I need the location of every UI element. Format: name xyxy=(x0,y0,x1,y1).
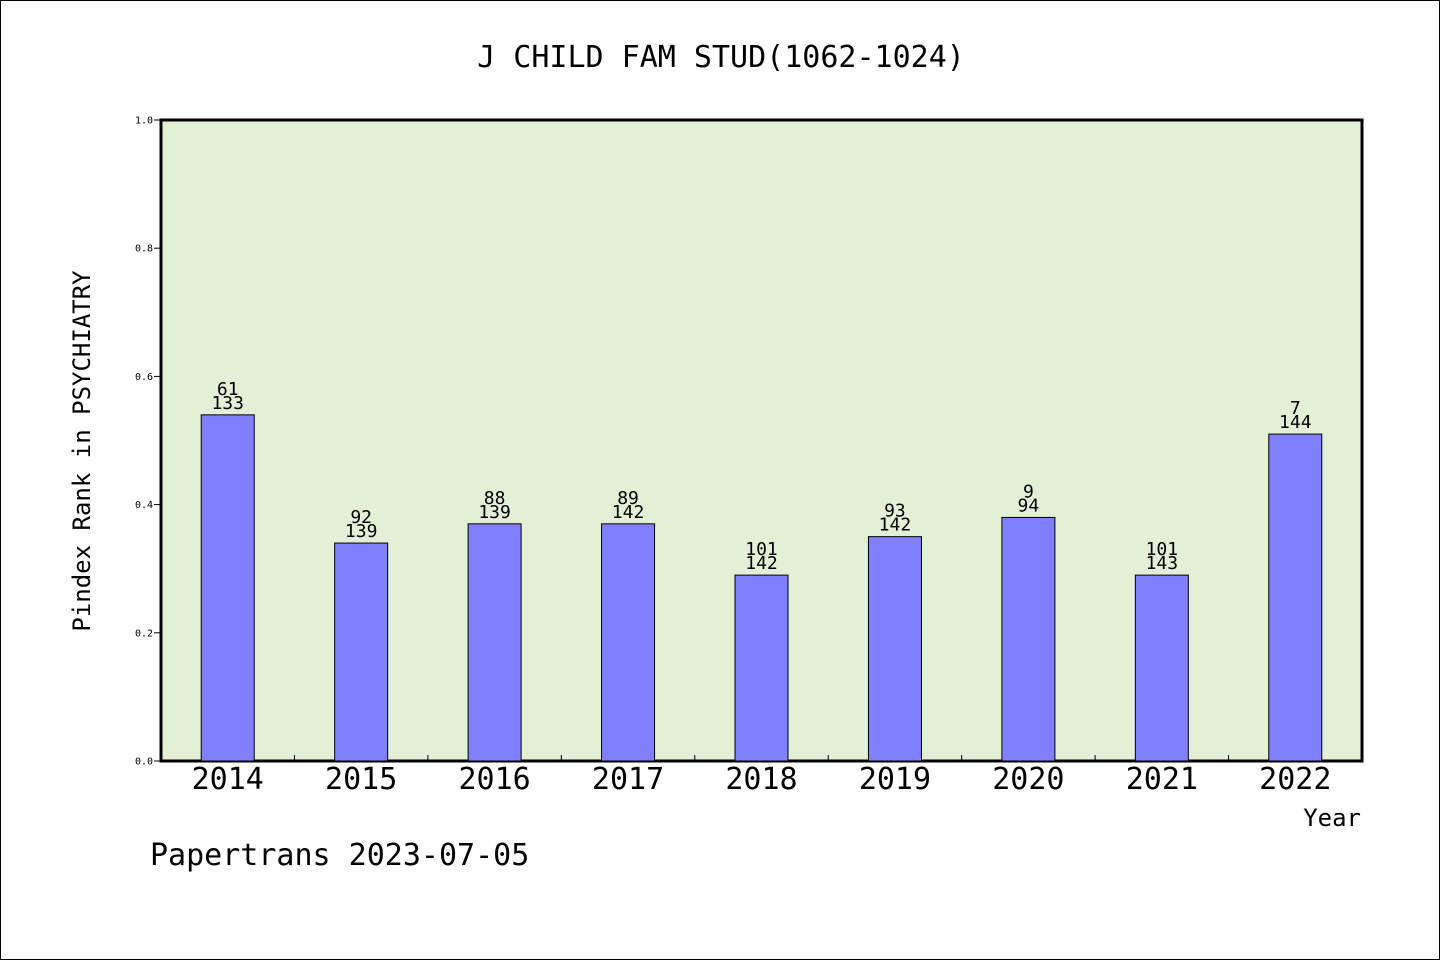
bar-label-top: 101 xyxy=(1146,539,1179,560)
x-tick-label: 2016 xyxy=(458,762,530,797)
bar-label-bottom: 142 xyxy=(879,515,912,536)
bar-label-bottom: 133 xyxy=(211,393,244,414)
bar-2019 xyxy=(867,536,922,762)
bar-labels: 6113392139881398914210114293142994101143… xyxy=(211,379,1311,574)
y-axis-label: Pindex Rank in PSYCHIATRY xyxy=(68,270,96,632)
bar-2015 xyxy=(334,542,389,762)
x-tick-label: 2019 xyxy=(859,762,931,797)
footer-text: Papertrans 2023-07-05 xyxy=(150,838,529,873)
bar-label-top: 61 xyxy=(217,379,239,400)
y-tick-label: 0.2 xyxy=(135,628,153,639)
x-tick-label: 2015 xyxy=(325,762,397,797)
y-tick-label: 0.0 xyxy=(135,757,153,768)
y-tick-label: 1.0 xyxy=(135,116,153,127)
bar-label-top: 7 xyxy=(1290,398,1301,419)
bar-label-top: 101 xyxy=(745,539,778,560)
x-tick-label: 2020 xyxy=(992,762,1064,797)
x-tick-label: 2022 xyxy=(1259,762,1331,797)
bar-label-bottom: 142 xyxy=(745,553,778,574)
bar-label-bottom: 144 xyxy=(1279,412,1312,433)
bar-label-bottom: 142 xyxy=(612,502,645,523)
bar-label-top: 88 xyxy=(484,488,506,509)
bar-label-bottom: 143 xyxy=(1146,553,1179,574)
y-tick-label: 0.6 xyxy=(135,372,153,383)
bar-2017 xyxy=(601,523,656,762)
x-tick-label: 2018 xyxy=(725,762,797,797)
bar-label-top: 9 xyxy=(1023,481,1034,502)
bar-label-bottom: 94 xyxy=(1018,495,1040,516)
bar-2020 xyxy=(1001,516,1056,762)
bar-label-top: 89 xyxy=(617,488,639,509)
chart-title: J CHILD FAM STUD(1062-1024) xyxy=(477,40,965,75)
y-tick-label: 0.4 xyxy=(135,500,153,511)
x-axis-label: Year xyxy=(1303,804,1361,832)
x-tick-label: 2021 xyxy=(1126,762,1198,797)
bar-label-bottom: 139 xyxy=(478,502,511,523)
bar-label-top: 92 xyxy=(350,507,372,528)
bar-2021 xyxy=(1134,574,1189,762)
x-tick-label: 2014 xyxy=(192,762,264,797)
bar-series xyxy=(200,414,1323,762)
bar-2022 xyxy=(1268,433,1323,762)
x-axis: 2014 2015 2016 2017 2018 2019 2020 2021 2022 xyxy=(192,755,1331,797)
bar-label-bottom: 139 xyxy=(345,521,378,542)
bar-2018 xyxy=(734,574,789,762)
x-tick-label: 2017 xyxy=(592,762,664,797)
bar-2014 xyxy=(200,414,255,762)
bar-label-top: 93 xyxy=(884,501,906,522)
y-tick-label: 0.8 xyxy=(135,244,153,255)
bar-2016 xyxy=(467,523,522,762)
y-axis: 0.0 0.2 0.4 0.6 0.8 1.0 xyxy=(135,116,161,768)
